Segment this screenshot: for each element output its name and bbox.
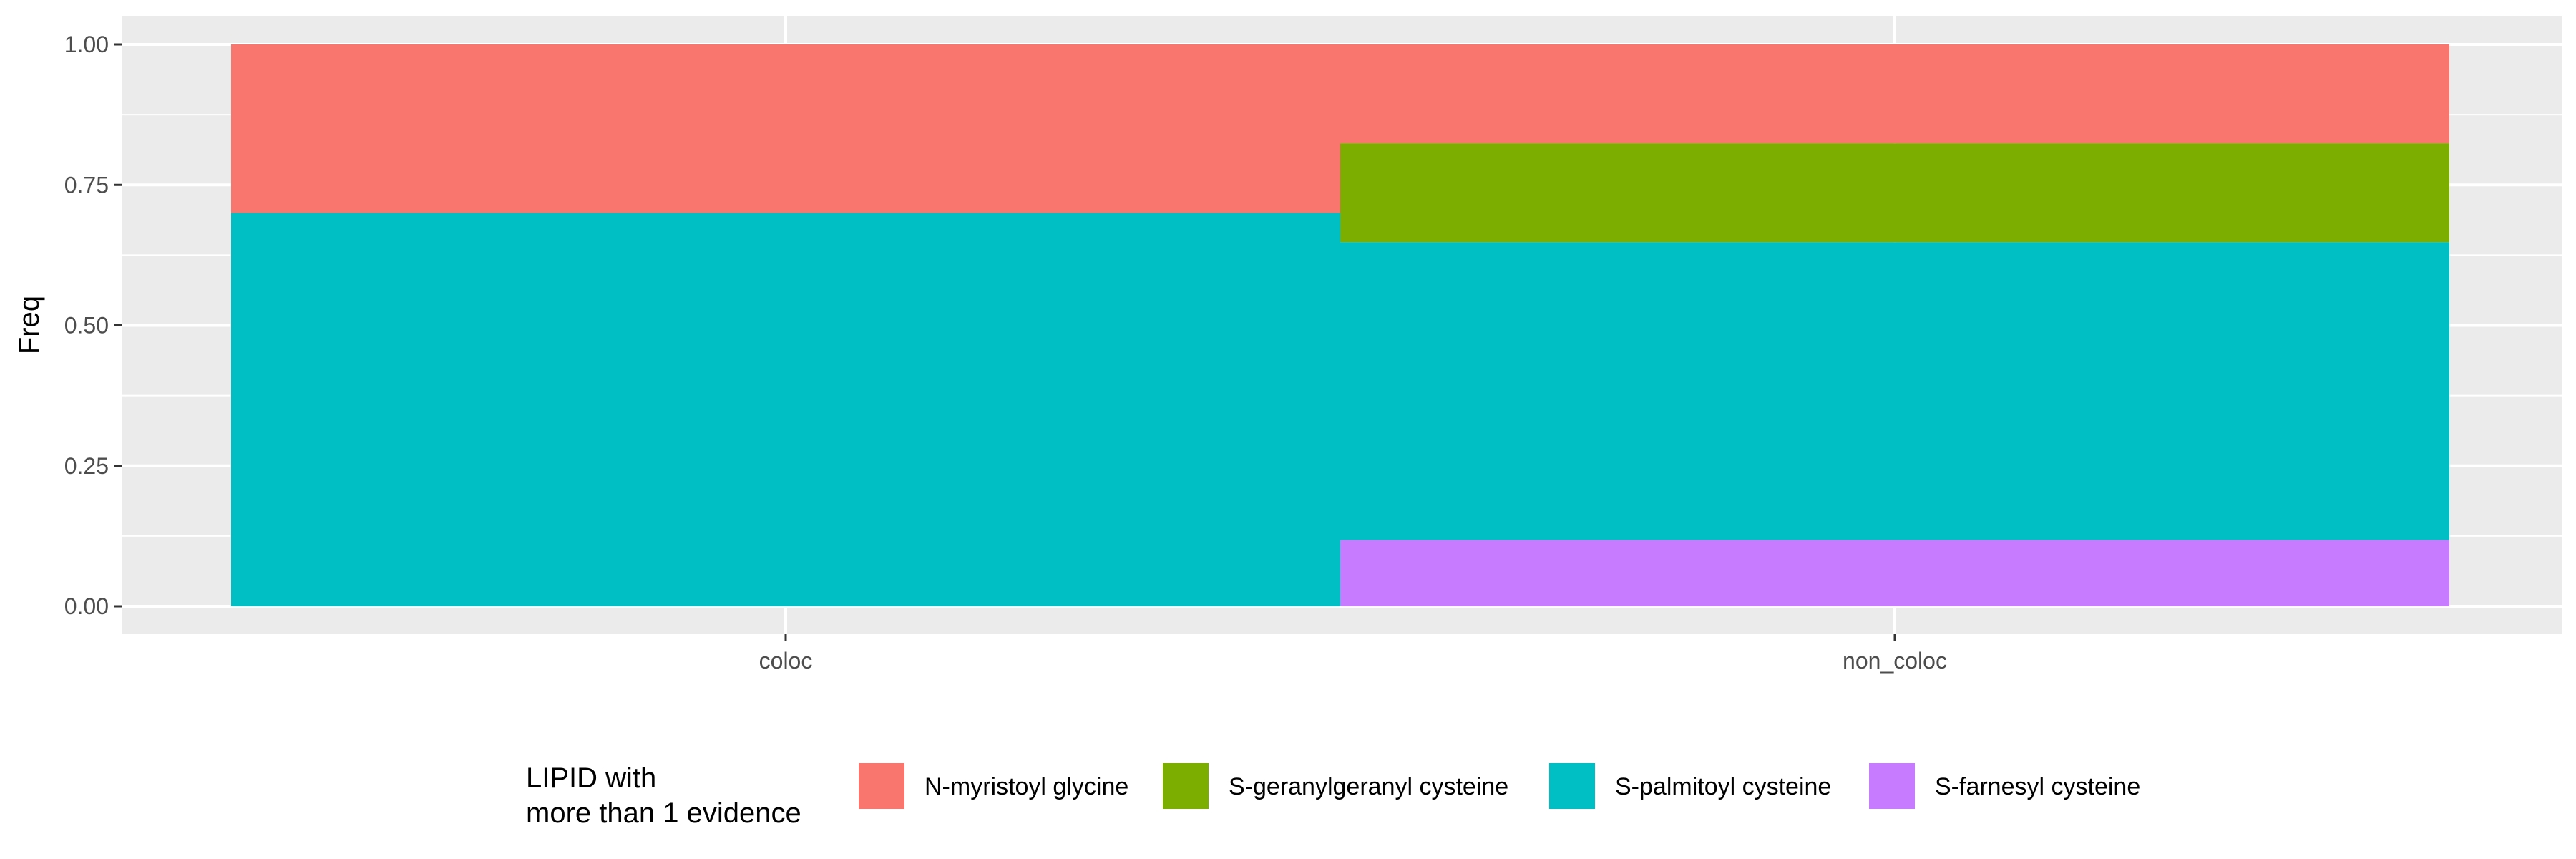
x-axis: coloc non_coloc — [759, 634, 1947, 674]
bar-segment-non_coloc-s-farnesyl-cysteine — [1340, 540, 2449, 606]
y-tick-label: 0.50 — [64, 313, 109, 339]
bar-segment-non_coloc-s-palmitoyl-cysteine — [1340, 242, 2449, 540]
bar-segment-coloc-s-palmitoyl-cysteine — [231, 213, 1340, 606]
legend: LIPID with more than 1 evidence N-myrist… — [526, 762, 2140, 829]
y-tick-label: 0.00 — [64, 593, 109, 619]
legend-title-line-1: LIPID with — [526, 762, 656, 794]
legend-label: S-farnesyl cysteine — [1935, 773, 2140, 800]
legend-swatch — [1163, 763, 1209, 809]
bar-segment-non_coloc-n-myristoyl-glycine — [1340, 44, 2449, 144]
legend-title-line-2: more than 1 evidence — [526, 797, 801, 829]
y-axis-title: Freq — [14, 296, 45, 354]
y-axis: 0.00 0.25 0.50 0.75 1.00 — [64, 31, 122, 619]
y-tick-label: 0.75 — [64, 172, 109, 198]
x-tick-label-coloc: coloc — [759, 648, 813, 674]
legend-label: S-geranylgeranyl cysteine — [1229, 773, 1508, 800]
bar-segment-non_coloc-s-geranylgeranyl-cysteine — [1340, 143, 2449, 243]
legend-label: N-myristoyl glycine — [924, 773, 1128, 800]
bar-segment-coloc-n-myristoyl-glycine — [231, 44, 1340, 213]
x-tick-label-non_coloc: non_coloc — [1843, 648, 1947, 674]
legend-swatch — [1869, 763, 1915, 809]
legend-items: N-myristoyl glycine S-geranylgeranyl cyst… — [859, 763, 2140, 809]
y-tick-label: 1.00 — [64, 31, 109, 57]
y-tick-label: 0.25 — [64, 453, 109, 479]
legend-label: S-palmitoyl cysteine — [1615, 773, 1831, 800]
legend-swatch — [859, 763, 904, 809]
bars — [231, 44, 2449, 606]
legend-swatch — [1549, 763, 1595, 809]
